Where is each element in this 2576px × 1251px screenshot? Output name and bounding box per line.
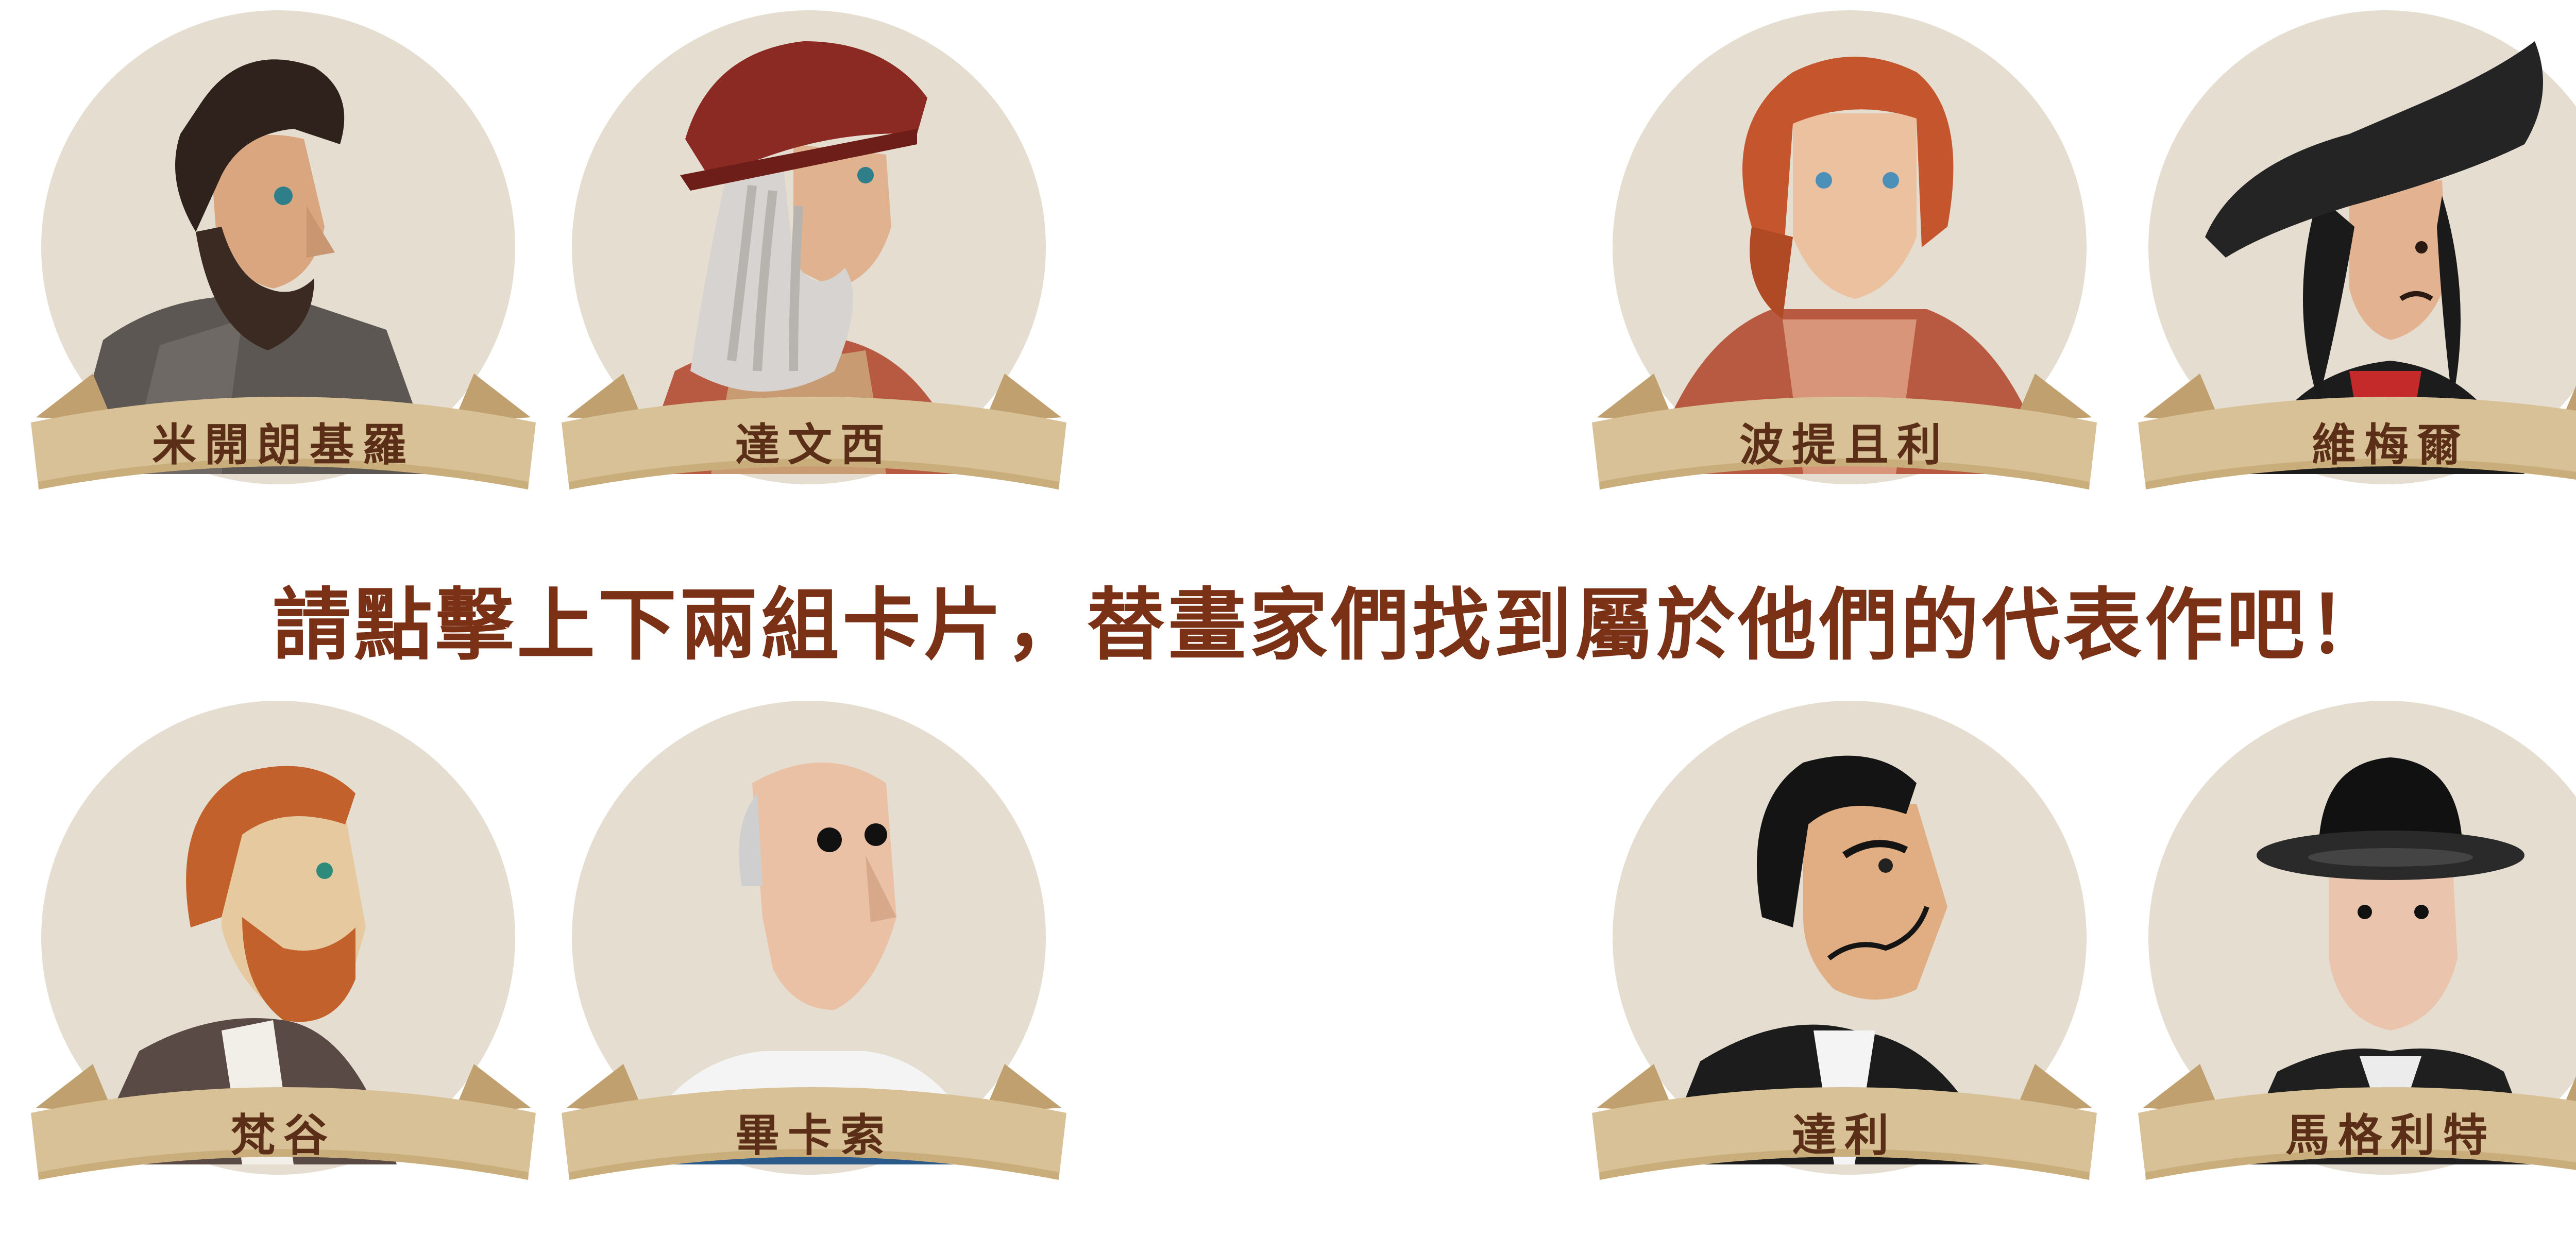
painter-card-botticelli[interactable]: 波提且利 [1587, 10, 2102, 526]
painter-name-label: 波提且利 [1739, 418, 1950, 471]
painter-card-da-vinci[interactable]: 達文西 [556, 10, 1072, 526]
painter-card-van-gogh[interactable]: 梵谷 [26, 701, 541, 1216]
da-vinci-portrait-icon [572, 10, 1046, 484]
painter-card-picasso[interactable]: 畢卡索 [556, 701, 1072, 1216]
painter-name-label: 達文西 [735, 418, 893, 471]
painter-card-vermeer[interactable]: 維梅爾 [2133, 10, 2576, 526]
painter-name-label: 梵谷 [231, 1109, 336, 1161]
painter-name-label: 達利 [1792, 1109, 1897, 1161]
instruction-text: 請點擊上下兩組卡片，替畫家們找到屬於他們的代表作吧！ [273, 580, 2389, 671]
painter-name-label: 馬格利特 [2285, 1109, 2496, 1161]
painter-name-label: 畢卡索 [735, 1109, 893, 1161]
painter-name-label: 米開朗基羅 [152, 418, 415, 471]
painter-card-michelangelo[interactable]: 米開朗基羅 [26, 10, 541, 526]
painter-card-dali[interactable]: 達利 [1587, 701, 2102, 1216]
painter-card-magritte[interactable]: 馬格利特 [2133, 701, 2576, 1216]
painter-name-label: 維梅爾 [2312, 418, 2469, 471]
